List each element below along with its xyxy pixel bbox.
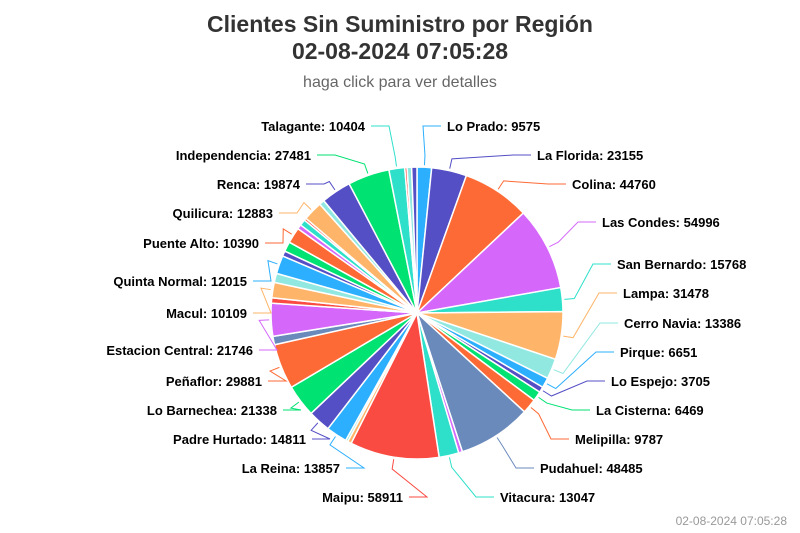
data-label[interactable]: Vitacura: 13047 <box>500 490 595 505</box>
data-label[interactable]: Lo Prado: 9575 <box>447 119 540 134</box>
label-connector <box>306 180 336 191</box>
label-connector <box>542 380 605 397</box>
chart-title: Clientes Sin Suministro por Región <box>207 11 593 37</box>
label-connector <box>497 180 566 190</box>
label-connector <box>538 396 590 411</box>
data-label[interactable]: Renca: 19874 <box>217 177 301 192</box>
label-connector <box>279 201 312 214</box>
label-connector <box>329 436 366 469</box>
label-connector <box>449 154 531 169</box>
label-connector <box>496 437 534 469</box>
data-label[interactable]: Padre Hurtado: 14811 <box>173 432 306 447</box>
data-label[interactable]: Independencia: 27481 <box>176 148 311 163</box>
label-connector <box>265 228 292 244</box>
data-label[interactable]: Macul: 10109 <box>166 306 247 321</box>
label-connector <box>422 125 441 166</box>
label-connector <box>549 221 596 248</box>
data-label[interactable]: Cerro Navia: 13386 <box>624 316 741 331</box>
label-connector <box>448 457 494 498</box>
data-label[interactable]: Lo Espejo: 3705 <box>611 374 710 389</box>
data-label[interactable]: La Florida: 23155 <box>537 148 643 163</box>
label-connector <box>283 401 302 411</box>
label-connector <box>391 459 429 498</box>
label-connector <box>563 292 617 339</box>
label-connector <box>546 351 614 390</box>
label-connector <box>258 319 278 351</box>
chart-subtitle: haga click para ver detalles <box>303 74 497 91</box>
label-connector <box>371 125 397 167</box>
data-label[interactable]: Quinta Normal: 12015 <box>113 274 247 289</box>
label-connector <box>553 322 618 375</box>
data-label[interactable]: La Cisterna: 6469 <box>596 403 704 418</box>
pie-slice-las-condes[interactable] <box>416 212 562 314</box>
label-connector <box>310 422 331 440</box>
label-connector <box>317 154 369 174</box>
data-label[interactable]: Maipu: 58911 <box>322 490 403 505</box>
label-connector <box>253 259 278 282</box>
data-label[interactable]: San Bernardo: 15768 <box>617 257 746 272</box>
data-label[interactable]: Las Condes: 54996 <box>602 215 720 230</box>
label-connector <box>253 287 272 314</box>
data-label[interactable]: Pudahuel: 48485 <box>540 461 643 476</box>
data-label[interactable]: Colina: 44760 <box>572 177 656 192</box>
label-connector <box>564 263 611 300</box>
data-label[interactable]: Lo Barnechea: 21338 <box>147 403 277 418</box>
data-label[interactable]: Talagante: 10404 <box>261 119 366 134</box>
data-label[interactable]: Pirque: 6651 <box>620 345 697 360</box>
data-label[interactable]: Lampa: 31478 <box>623 286 709 301</box>
data-label[interactable]: Estacion Central: 21746 <box>106 343 253 358</box>
data-label[interactable]: Melipilla: 9787 <box>575 432 663 447</box>
chart-title-timestamp: 02-08-2024 07:05:28 <box>291 38 509 64</box>
pie-slice[interactable] <box>410 166 418 314</box>
data-label[interactable]: Peñaflor: 29881 <box>166 374 262 389</box>
data-label[interactable]: La Reina: 13857 <box>242 461 340 476</box>
chart-credit: 02-08-2024 07:05:28 <box>675 514 787 528</box>
data-label[interactable]: Quilicura: 12883 <box>173 206 273 221</box>
data-label[interactable]: Puente Alto: 10390 <box>143 236 259 251</box>
pie-slice-maipu[interactable] <box>350 312 440 460</box>
label-connector <box>530 407 569 440</box>
label-connector <box>268 366 288 382</box>
